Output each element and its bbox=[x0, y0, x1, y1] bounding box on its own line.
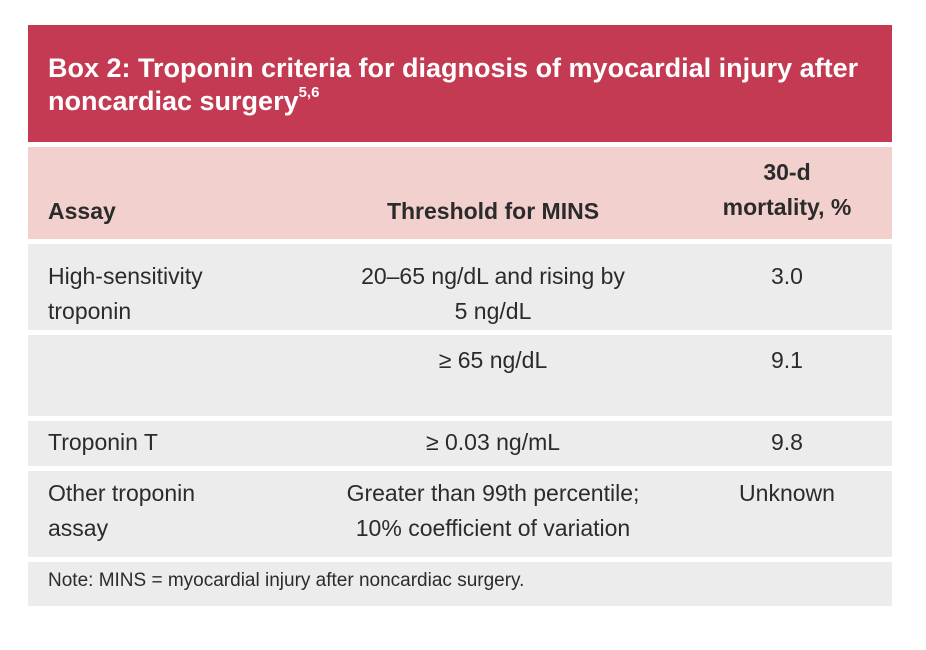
row-mortality: 9.1 bbox=[771, 347, 803, 373]
table-row: Troponin T ≥ 0.03 ng/mL 9.8 bbox=[28, 421, 892, 466]
table-note: Note: MINS = myocardial injury after non… bbox=[28, 562, 892, 606]
row-assay-line1: High-sensitivity bbox=[48, 263, 203, 289]
row-assay: Other troponin assay bbox=[48, 476, 195, 546]
row-mortality: Unknown bbox=[739, 480, 835, 506]
row-assay-line1: Other troponin bbox=[48, 480, 196, 506]
row-threshold: ≥ 65 ng/dL bbox=[438, 347, 548, 373]
row-threshold-line1: 20–65 ng/dL and rising by bbox=[361, 263, 625, 289]
row-threshold-line2: 10% coefficient of variation bbox=[355, 515, 631, 541]
box-title-references: 5,6 bbox=[298, 84, 320, 101]
table-row: ≥ 65 ng/dL 9.1 bbox=[28, 335, 892, 416]
row-assay: High-sensitivity troponin bbox=[48, 259, 203, 329]
row-assay-line2: assay bbox=[48, 515, 109, 541]
header-mortality-line2: mortality, % bbox=[722, 194, 852, 220]
row-mortality: 3.0 bbox=[771, 263, 803, 289]
row-threshold-line2: 5 ng/dL bbox=[454, 298, 532, 324]
troponin-criteria-box: Box 2: Troponin criteria for diagnosis o… bbox=[28, 25, 892, 606]
header-mortality-line1: 30-d bbox=[763, 159, 811, 185]
row-threshold: 20–65 ng/dL and rising by 5 ng/dL bbox=[318, 259, 668, 329]
box-title-text: Box 2: Troponin criteria for diagnosis o… bbox=[48, 53, 859, 116]
header-mortality: 30-d mortality, % bbox=[698, 155, 876, 225]
row-threshold-line1: Greater than 99th percentile; bbox=[346, 480, 640, 506]
table-header-row: Assay Threshold for MINS 30-d mortality,… bbox=[28, 147, 892, 239]
table-note-text: Note: MINS = myocardial injury after non… bbox=[48, 570, 525, 591]
header-assay: Assay bbox=[48, 198, 116, 224]
header-threshold: Threshold for MINS bbox=[386, 198, 600, 224]
box-title: Box 2: Troponin criteria for diagnosis o… bbox=[28, 25, 892, 142]
table-row: High-sensitivity troponin 20–65 ng/dL an… bbox=[28, 244, 892, 330]
row-mortality: 9.8 bbox=[771, 429, 803, 455]
row-threshold: ≥ 0.03 ng/mL bbox=[425, 429, 561, 455]
row-assay: Troponin T bbox=[48, 429, 158, 455]
table-row: Other troponin assay Greater than 99th p… bbox=[28, 471, 892, 557]
row-threshold: Greater than 99th percentile; 10% coeffi… bbox=[318, 476, 668, 546]
row-assay-line2: troponin bbox=[48, 298, 132, 324]
